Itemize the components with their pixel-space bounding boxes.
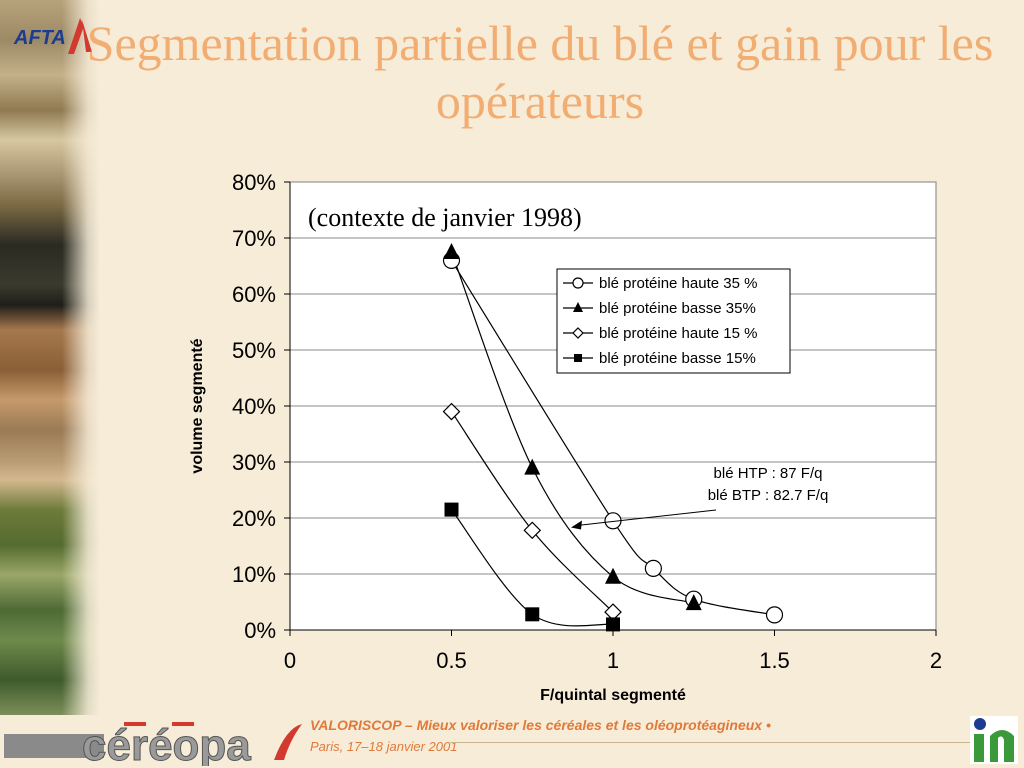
y-tick-label: 10% bbox=[232, 562, 276, 587]
footer-place-date: Paris, 17–18 janvier 2001 bbox=[310, 739, 458, 754]
series-1-point bbox=[765, 606, 784, 624]
series-4-point bbox=[606, 617, 620, 632]
y-tick-label: 70% bbox=[232, 226, 276, 251]
footer-divider bbox=[450, 742, 970, 743]
x-tick-label: 1 bbox=[607, 648, 619, 673]
series-4-point bbox=[444, 502, 459, 517]
annotation-text: blé BTP : 82.7 F/q bbox=[708, 487, 829, 504]
footer-brand: VALORISCOP bbox=[310, 717, 402, 733]
footer-separator: – bbox=[404, 717, 413, 733]
series-1-point bbox=[644, 559, 662, 577]
x-tick-label: 2 bbox=[930, 648, 942, 673]
y-tick-label: 40% bbox=[232, 394, 276, 419]
legend-marker bbox=[572, 277, 584, 289]
x-axis-title: F/quintal segmenté bbox=[540, 687, 686, 704]
annotation-text: blé HTP : 87 F/q bbox=[714, 465, 823, 482]
inra-logo bbox=[970, 716, 1018, 764]
footer-title: VALORISCOP – Mieux valoriser les céréale… bbox=[310, 717, 771, 733]
afta-logo-text: AFTA bbox=[13, 27, 66, 49]
legend-marker bbox=[572, 327, 584, 339]
annotation-arrow-line bbox=[576, 509, 717, 527]
x-tick-label: 0 bbox=[284, 648, 296, 673]
x-tick-label: 1.5 bbox=[759, 648, 790, 673]
x-tick-label: 0.5 bbox=[436, 648, 467, 673]
footer-tagline: Mieux valoriser les céréales et les oléo… bbox=[416, 717, 771, 733]
legend-label: blé protéine haute 35 % bbox=[599, 275, 757, 292]
y-axis-title: volume segmenté bbox=[189, 338, 206, 473]
legend-marker bbox=[574, 354, 582, 362]
series-2-point bbox=[443, 243, 460, 259]
series-2-point bbox=[605, 567, 621, 584]
series-line-1 bbox=[450, 260, 775, 616]
series-2-point bbox=[685, 594, 702, 611]
afta-logo: AFTA bbox=[13, 18, 92, 54]
legend-marker bbox=[573, 302, 583, 312]
y-tick-label: 80% bbox=[232, 170, 276, 195]
series-2-point bbox=[524, 458, 541, 475]
series-4-point bbox=[525, 607, 540, 622]
series-line-2 bbox=[450, 251, 694, 604]
annotation-arrow-head bbox=[571, 520, 583, 530]
legend-label: blé protéine haute 15 % bbox=[599, 325, 757, 342]
y-tick-label: 20% bbox=[232, 506, 276, 531]
chart-svg: 0% 10% 20% 30% 40% 50% 60% 70% 80% 0 0.5 1 1.5 2 F/qui… bbox=[189, 170, 942, 704]
legend-label: blé protéine basse 35% bbox=[599, 300, 756, 317]
cereopa-logo: céréopa bbox=[4, 721, 302, 766]
chart-subtitle: (contexte de janvier 1998) bbox=[308, 203, 582, 232]
y-tick-label: 0% bbox=[244, 618, 276, 643]
grain-background-strip bbox=[0, 0, 100, 715]
y-tick-label: 30% bbox=[232, 450, 276, 475]
chart: 0% 10% 20% 30% 40% 50% 60% 70% 80% 0 0.5 1 1.5 2 F/qui… bbox=[180, 168, 970, 713]
series-3-point bbox=[523, 521, 542, 540]
y-tick-label: 50% bbox=[232, 338, 276, 363]
legend-label: blé protéine basse 15% bbox=[599, 350, 756, 367]
legend bbox=[556, 268, 791, 374]
slide-title: Segmentation partielle du blé et gain po… bbox=[86, 15, 994, 129]
series-3-point bbox=[442, 402, 461, 421]
y-tick-label: 60% bbox=[232, 282, 276, 307]
cereopa-logo-text: céréopa bbox=[82, 721, 251, 766]
